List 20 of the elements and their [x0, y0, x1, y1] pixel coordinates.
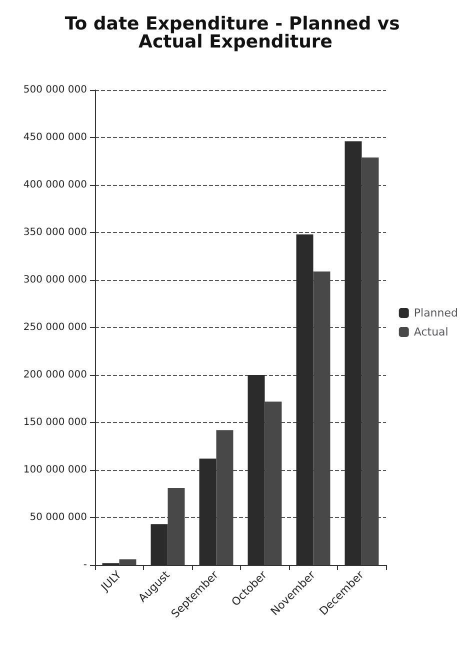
y-tick-label: 450 000 000 — [23, 132, 87, 143]
bar — [362, 157, 379, 565]
bar — [313, 271, 330, 565]
y-tick-label: 400 000 000 — [23, 180, 87, 190]
bar — [264, 402, 282, 565]
bar — [119, 559, 136, 565]
y-tick-label: 200 000 000 — [23, 370, 87, 380]
chart-title: To date Expenditure - Planned vs Actual Expenditure — [64, 14, 406, 52]
y-tick-label: 300 000 000 — [23, 274, 87, 286]
y-tick-label: 250 000 000 — [23, 322, 87, 333]
y-tick-label: 500 000 000 — [23, 84, 87, 96]
bar — [216, 430, 234, 565]
legend-label: Actual — [414, 326, 448, 338]
legend-label: Planned — [414, 306, 458, 320]
y-tick-label: 150 000 000 — [23, 417, 87, 428]
bar — [168, 488, 185, 565]
y-tick-label: - — [83, 560, 88, 570]
y-tick-label: 100 000 000 — [23, 464, 87, 476]
y-tick-label: 350 000 000 — [23, 227, 87, 238]
y-tick-label: 50 000 000 — [30, 512, 87, 523]
